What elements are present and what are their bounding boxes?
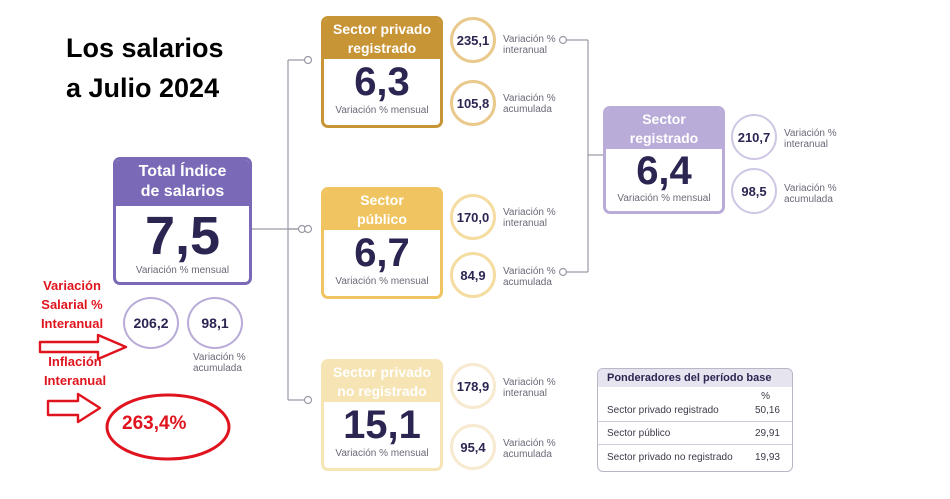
sector-publico-box: Sector público 6,7 Variación % mensual [321,187,443,299]
sector-registrado-sub: Variación % mensual [617,193,711,204]
total-acumulada-label: Variación % acumulada [193,352,246,374]
table-row: Sector privado no registrado 19,93 [607,452,780,463]
total-index-value: 7,5 [144,206,221,266]
total-index-header: Total Índice de salarios [116,160,249,206]
total-index-sub: Variación % mensual [135,265,230,276]
total-interanual-circle: 206,2 [123,297,179,349]
sector-publico-value: 6,7 [354,231,410,275]
ponderadores-table: Ponderadores del período base % Sector p… [597,368,793,472]
sector-registrado-header: Sector registrado [606,109,722,149]
divider [598,444,792,445]
privado-acumulada-label: Variación % acumulada [503,93,556,115]
no-registrado-acumulada-label: Variación % acumulada [503,438,556,460]
ponderadores-title: Ponderadores del período base [598,369,792,387]
registrado-interanual-label: Variación % interanual [784,128,837,150]
sector-no-registrado-box: Sector privado no registrado 15,1 Variac… [321,359,443,471]
privado-acumulada-circle: 105,8 [450,80,496,126]
title-line-1: Los salarios [66,33,224,63]
page-title: Los salarios a Julio 2024 [66,28,224,108]
salarial-annotation: Variación Salarial % Interanual [40,278,104,331]
title-line-2: a Julio 2024 [66,73,220,103]
sector-no-registrado-value: 15,1 [343,403,421,447]
publico-acumulada-label: Variación % acumulada [503,266,556,288]
registrado-acumulada-circle: 98,5 [731,168,777,214]
sector-privado-header: Sector privado registrado [324,19,440,59]
table-row: Sector privado registrado 50,16 [607,405,780,416]
no-registrado-interanual-circle: 178,9 [450,363,496,409]
privado-interanual-circle: 235,1 [450,17,496,63]
sector-no-registrado-header: Sector privado no registrado [324,362,440,402]
sector-privado-sub: Variación % mensual [335,105,429,116]
publico-interanual-label: Variación % interanual [503,207,556,229]
sector-registrado-value: 6,4 [636,149,692,193]
registrado-interanual-circle: 210,7 [731,114,777,160]
ponderadores-unit: % [761,391,770,402]
sector-publico-sub: Variación % mensual [335,276,429,287]
total-acumulada-circle: 98,1 [187,297,243,349]
inflacion-annotation: Inflación Interanual [43,354,107,388]
sector-registrado-box: Sector registrado 6,4 Variación % mensua… [603,106,725,214]
privado-interanual-label: Variación % interanual [503,34,556,56]
sector-privado-box: Sector privado registrado 6,3 Variación … [321,16,443,128]
no-registrado-acumulada-circle: 95,4 [450,424,496,470]
sector-privado-value: 6,3 [354,60,410,104]
registrado-acumulada-label: Variación % acumulada [784,183,837,205]
divider [598,421,792,422]
sector-no-registrado-sub: Variación % mensual [335,448,429,459]
publico-acumulada-circle: 84,9 [450,252,496,298]
inflacion-value: 263,4% [122,413,187,434]
total-index-box: Total Índice de salarios 7,5 Variación %… [113,157,252,285]
no-registrado-interanual-label: Variación % interanual [503,377,556,399]
table-row: Sector público 29,91 [607,428,780,439]
publico-interanual-circle: 170,0 [450,194,496,240]
sector-publico-header: Sector público [324,190,440,230]
